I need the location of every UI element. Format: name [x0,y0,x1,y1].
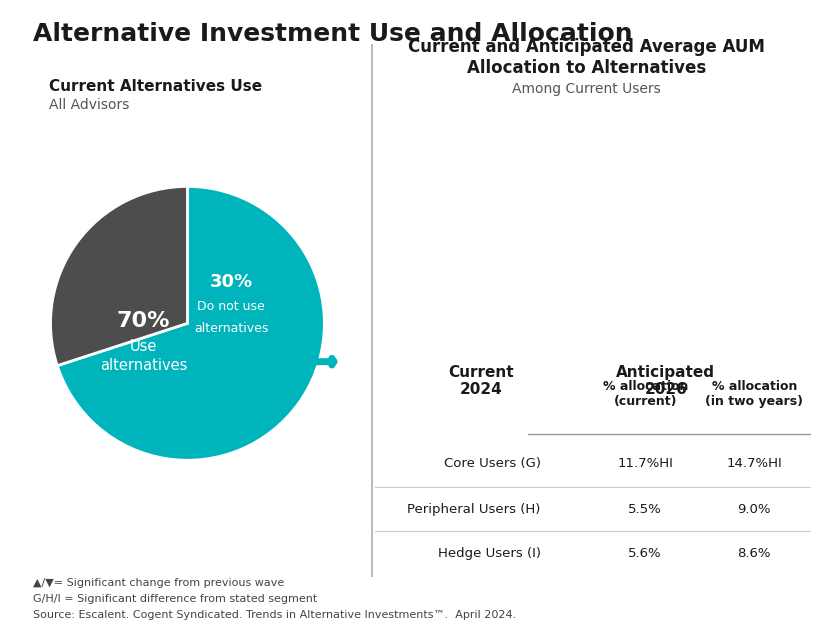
Text: 5.5%: 5.5% [628,503,662,516]
Text: ▲/▼= Significant change from previous wave: ▲/▼= Significant change from previous wa… [33,578,284,588]
Text: % allocation
(in two years): % allocation (in two years) [705,380,804,408]
Text: Peripheral Users (H): Peripheral Users (H) [408,503,540,516]
Text: Use: Use [130,339,157,354]
Wedge shape [51,186,187,366]
Text: alternatives: alternatives [194,322,268,335]
Text: alternatives: alternatives [100,358,187,373]
Text: All Advisors: All Advisors [49,98,130,112]
Text: ▲'21: ▲'21 [649,215,684,230]
Text: Source: Escalent. Cogent Syndicated. Trends in Alternative Investments™.  April : Source: Escalent. Cogent Syndicated. Tre… [33,610,516,620]
Text: Among Current Users: Among Current Users [513,82,661,96]
FancyArrowPatch shape [297,358,334,365]
Text: 5.6%: 5.6% [628,547,662,560]
Text: 14.7%HI: 14.7%HI [726,457,782,470]
Text: G/H/I = Significant difference from stated segment: G/H/I = Significant difference from stat… [33,594,317,604]
Text: Hedge Users (I): Hedge Users (I) [438,547,540,560]
Text: 7.0%: 7.0% [447,242,516,266]
Text: 11.7%HI: 11.7%HI [617,457,673,470]
Text: % allocation
(current): % allocation (current) [602,380,688,408]
Text: 8.6%: 8.6% [738,547,771,560]
Text: 30%: 30% [209,273,253,291]
Text: 9.8%: 9.8% [632,165,701,190]
Text: Anticipated
2026: Anticipated 2026 [616,365,716,397]
Text: Alternative Investment Use and Allocation: Alternative Investment Use and Allocatio… [33,22,632,46]
Text: Current
2024: Current 2024 [448,365,513,397]
Text: Core Users (G): Core Users (G) [443,457,540,470]
Text: Current and Anticipated Average AUM
Allocation to Alternatives: Current and Anticipated Average AUM Allo… [408,38,765,77]
Text: Do not use: Do not use [197,301,265,313]
Text: 70%: 70% [117,311,170,330]
Wedge shape [57,186,324,460]
Text: 9.0%: 9.0% [738,503,771,516]
Text: Current Alternatives Use: Current Alternatives Use [49,79,262,94]
